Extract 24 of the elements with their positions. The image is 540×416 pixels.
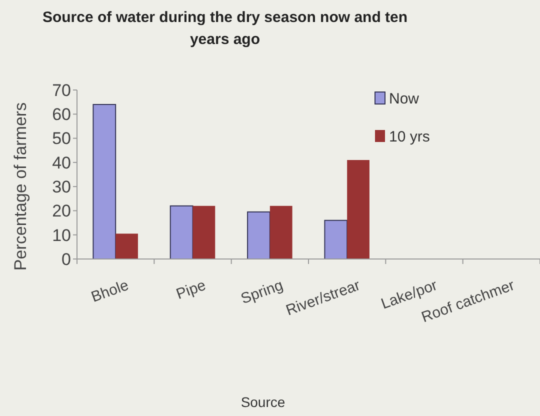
x-axis-title: Source [240,394,286,410]
y-tick-label: 50 [52,129,71,148]
bar [192,206,216,259]
bar [347,160,370,259]
legend-label: Now [389,90,420,108]
x-tick-label: Spring [238,276,286,308]
bar [247,211,270,260]
bar [324,220,348,260]
bar [270,206,292,259]
y-tick-label: 40 [52,153,71,172]
x-tick-label: Bhole [89,276,131,306]
y-tick-label: 0 [62,250,71,269]
y-tick-label: 10 [52,226,71,245]
y-tick-label: 60 [52,105,71,124]
y-tick-label: 70 [52,80,71,100]
legend-label: 10 yrs [389,128,430,146]
bar [170,205,194,260]
y-tick-label: 20 [52,202,71,221]
bar [116,234,138,259]
chart-title: Source of water during the dry season now and ten years ago [42,9,408,48]
x-tick-label: Pipe [174,276,208,304]
y-tick-label: 30 [52,178,71,197]
bar [92,104,116,260]
y-axis-title: Percentage of farmers [11,102,30,271]
